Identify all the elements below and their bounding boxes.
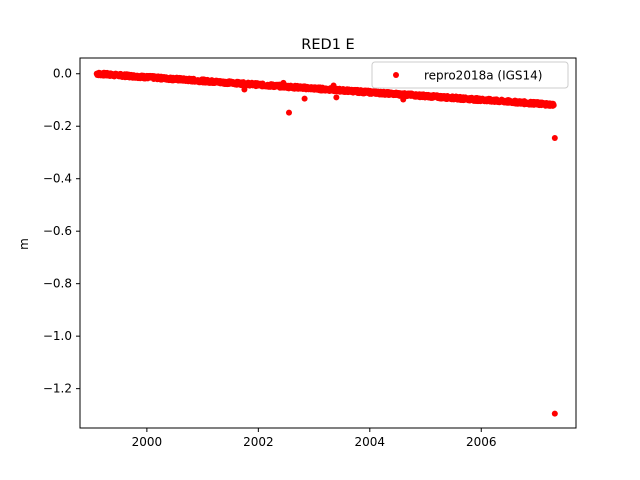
legend-entry-label: repro2018a (IGS14) — [424, 69, 542, 83]
y-axis-label: m — [17, 238, 31, 250]
legend-marker — [393, 72, 399, 78]
data-point-outlier — [301, 95, 308, 102]
data-point-outlier — [551, 410, 558, 417]
y-tick-label: 0.0 — [53, 67, 72, 81]
x-axis: 2000 2002 2004 2006 — [132, 428, 497, 449]
data-point — [550, 102, 557, 109]
data-point-outlier — [241, 86, 248, 93]
y-axis: 0.0 −0.2 −0.4 −0.6 −0.8 −1.0 −1.2 — [43, 67, 80, 396]
data-point-outlier — [400, 96, 407, 103]
data-point-outlier — [280, 79, 287, 86]
chart-title: RED1 E — [301, 37, 354, 53]
data-point-outlier — [285, 109, 292, 116]
data-point-outlier — [551, 135, 558, 142]
y-tick-label: −1.2 — [43, 382, 72, 396]
plot-area — [93, 69, 558, 417]
legend-frame — [371, 61, 569, 89]
data-point-outlier — [330, 82, 337, 89]
legend: repro2018a (IGS14) — [371, 61, 569, 89]
x-tick-label: 2006 — [466, 435, 497, 449]
y-tick-label: −0.6 — [43, 224, 72, 238]
data-point-outlier — [333, 94, 340, 101]
y-tick-label: −0.2 — [43, 119, 72, 133]
axes-frame — [79, 57, 577, 429]
y-tick-label: −0.8 — [43, 277, 72, 291]
x-tick-label: 2000 — [132, 435, 163, 449]
y-tick-label: −1.0 — [43, 329, 72, 343]
y-tick-label: −0.4 — [43, 172, 72, 186]
x-tick-label: 2004 — [355, 435, 386, 449]
x-tick-label: 2002 — [243, 435, 274, 449]
